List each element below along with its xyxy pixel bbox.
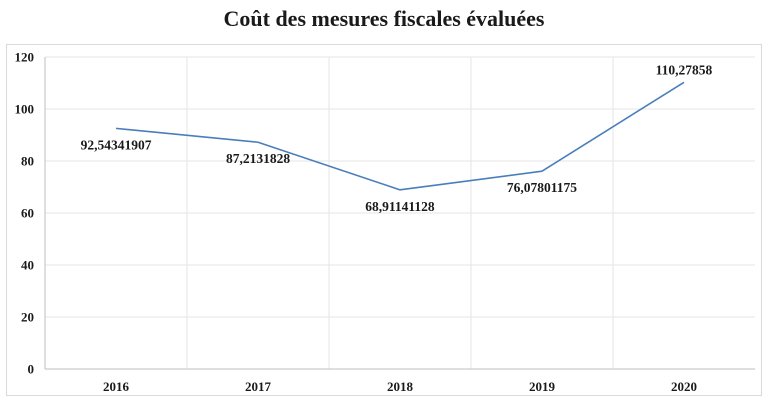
data-label: 110,27858 — [656, 62, 713, 77]
x-tick-label: 2017 — [245, 379, 272, 394]
x-tick-label: 2018 — [387, 379, 414, 394]
data-label: 87,2131828 — [226, 151, 290, 166]
x-tick-label: 2019 — [529, 379, 556, 394]
y-tick-label: 100 — [15, 102, 35, 117]
data-label: 68,91141128 — [365, 199, 435, 214]
x-tick-label: 2016 — [103, 379, 130, 394]
y-tick-label: 60 — [21, 206, 34, 221]
y-tick-label: 40 — [21, 258, 34, 273]
plot-frame — [6, 44, 762, 396]
x-tick-label: 2020 — [671, 379, 697, 394]
series-line — [115, 81, 685, 191]
y-tick-label: 0 — [28, 362, 35, 377]
y-tick-label: 80 — [21, 154, 34, 169]
y-tick-label: 20 — [21, 310, 34, 325]
data-label: 76,07801175 — [507, 180, 577, 195]
chart-title: Coût des mesures fiscales évaluées — [223, 6, 545, 31]
y-tick-label: 120 — [15, 50, 35, 65]
data-label: 92,54341907 — [81, 137, 152, 152]
